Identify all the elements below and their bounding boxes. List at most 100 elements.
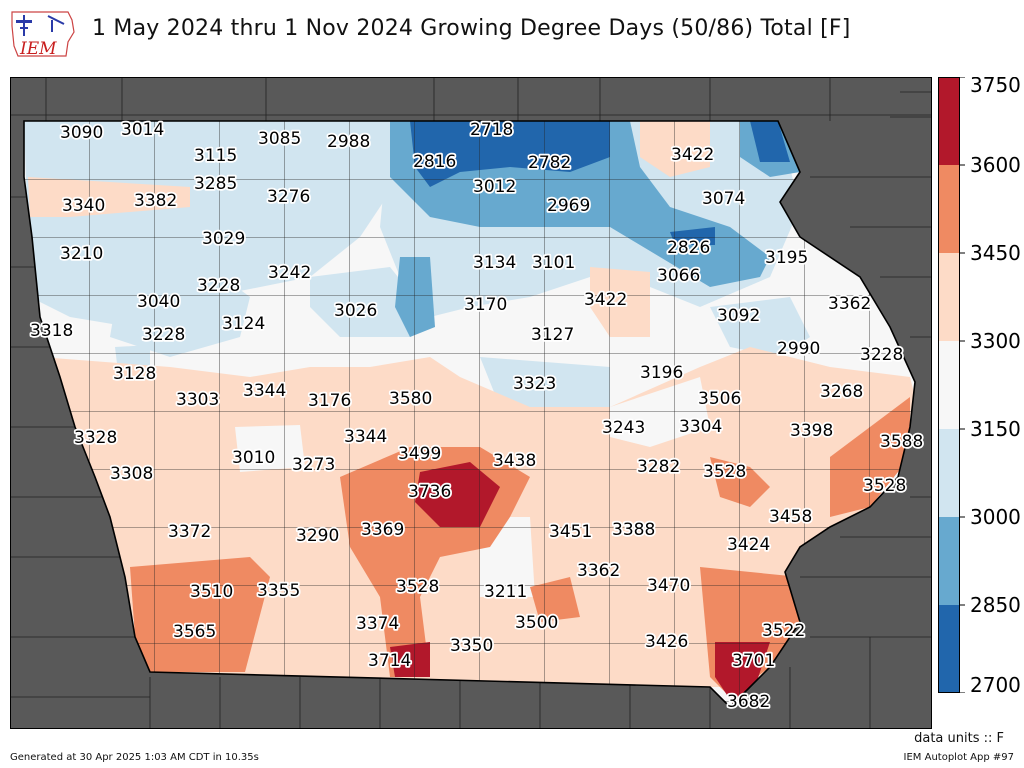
value-label: 3134 (473, 253, 516, 273)
value-label: 3340 (62, 196, 105, 216)
colorbar-tick-label: 3000 (970, 505, 1021, 529)
value-label: 3304 (679, 417, 722, 437)
value-label: 3228 (860, 345, 903, 365)
value-label: 3506 (698, 389, 741, 409)
value-label: 3510 (190, 582, 233, 602)
value-label: 3127 (531, 325, 574, 345)
value-label: 2826 (667, 238, 710, 258)
value-label: 3290 (296, 526, 339, 546)
value-label: 3362 (577, 561, 620, 581)
value-label: 3565 (173, 622, 216, 642)
value-label: 3014 (121, 120, 164, 140)
value-label: 3499 (398, 444, 441, 464)
value-label: 3085 (258, 129, 301, 149)
colorbar-bin (938, 77, 960, 165)
value-label: 3196 (640, 363, 683, 383)
colorbar-ticks: 2700 2850 3000 3150 3300 3450 3600 3750 (960, 77, 1021, 693)
value-label: 3318 (30, 321, 73, 341)
value-label: 2782 (528, 153, 571, 173)
value-label: 3170 (464, 295, 507, 315)
value-label: 2969 (547, 196, 590, 216)
value-label: 3228 (197, 276, 240, 296)
value-label: 3682 (727, 692, 770, 712)
colorbar-bin (938, 253, 960, 341)
value-label: 3029 (202, 229, 245, 249)
value-label: 3522 (762, 621, 805, 641)
value-label: 3438 (493, 451, 536, 471)
value-label: 3303 (176, 390, 219, 410)
value-label: 3382 (134, 191, 177, 211)
value-label: 3426 (645, 632, 688, 652)
outer-county-lines (10, 77, 932, 729)
value-label: 3422 (584, 290, 627, 310)
value-label: 3195 (765, 248, 808, 268)
value-label: 3451 (549, 522, 592, 542)
colorbar-tick-label: 3300 (970, 329, 1021, 353)
value-label: 3736 (408, 482, 451, 502)
iem-logo: IEM (11, 11, 75, 59)
value-label: 3374 (356, 614, 399, 634)
colorbar-bin (938, 605, 960, 693)
value-label: 3090 (60, 123, 103, 143)
value-label: 3243 (602, 418, 645, 438)
value-label: 3124 (222, 314, 265, 334)
value-label: 3350 (450, 636, 493, 656)
value-label: 3273 (292, 455, 335, 475)
value-label: 3344 (243, 381, 286, 401)
value-label: 3176 (308, 391, 351, 411)
value-label: 3268 (820, 382, 863, 402)
colorbar-tick-label: 3750 (970, 77, 1021, 97)
value-label: 3388 (612, 520, 655, 540)
colorbar-bin (938, 429, 960, 517)
value-label: 3588 (880, 432, 923, 452)
colorbar-bin (938, 341, 960, 429)
value-label: 3010 (232, 448, 275, 468)
value-label: 3210 (60, 244, 103, 264)
value-label: 3424 (727, 535, 770, 555)
value-label: 3528 (703, 462, 746, 482)
value-label: 3242 (268, 263, 311, 283)
value-label: 3528 (863, 476, 906, 496)
value-label: 3115 (194, 146, 237, 166)
value-label: 3714 (368, 651, 411, 671)
value-label: 3282 (637, 457, 680, 477)
units-label: data units :: F (914, 731, 1004, 746)
value-label: 3701 (732, 651, 775, 671)
value-label: 3066 (657, 266, 700, 286)
value-label: 3092 (717, 306, 760, 326)
value-label: 3012 (473, 177, 516, 197)
value-label: 3074 (702, 189, 745, 209)
iowa-contour-fill (24, 121, 915, 707)
colorbar-tick-label: 3150 (970, 417, 1021, 441)
value-label: 3369 (361, 520, 404, 540)
value-label: 3328 (74, 428, 117, 448)
value-label: 3211 (484, 582, 527, 602)
gdd-map: 3090 3014 3115 3085 2988 2718 2816 2782 … (10, 77, 932, 729)
value-label: 2718 (470, 120, 513, 140)
value-label: 3228 (142, 325, 185, 345)
value-label: 3026 (334, 301, 377, 321)
colorbar-tick-label: 2700 (970, 673, 1021, 693)
value-label: 2988 (327, 132, 370, 152)
generated-text: Generated at 30 Apr 2025 1:03 AM CDT in … (10, 752, 259, 763)
value-label: 3355 (257, 581, 300, 601)
value-label: 2990 (777, 339, 820, 359)
value-label: 3040 (137, 292, 180, 312)
colorbar-tick-label: 2850 (970, 593, 1021, 617)
value-label: 3285 (194, 174, 237, 194)
value-label: 3362 (828, 294, 871, 314)
colorbar-tick-label: 3450 (970, 241, 1021, 265)
value-label: 3500 (515, 613, 558, 633)
colorbar-bins (938, 77, 960, 693)
value-label: 3470 (647, 576, 690, 596)
colorbar-tick-label: 3600 (970, 153, 1021, 177)
value-label: 3101 (532, 253, 575, 273)
value-label: 3458 (769, 507, 812, 527)
value-label: 3422 (671, 145, 714, 165)
value-label: 3372 (168, 522, 211, 542)
station-value-labels: 3090 3014 3115 3085 2988 2718 2816 2782 … (28, 118, 925, 714)
value-label: 3323 (513, 374, 556, 394)
value-label: 2816 (413, 152, 456, 172)
colorbar: 2700 2850 3000 3150 3300 3450 3600 3750 (938, 77, 1021, 693)
logo-text: IEM (19, 39, 57, 59)
